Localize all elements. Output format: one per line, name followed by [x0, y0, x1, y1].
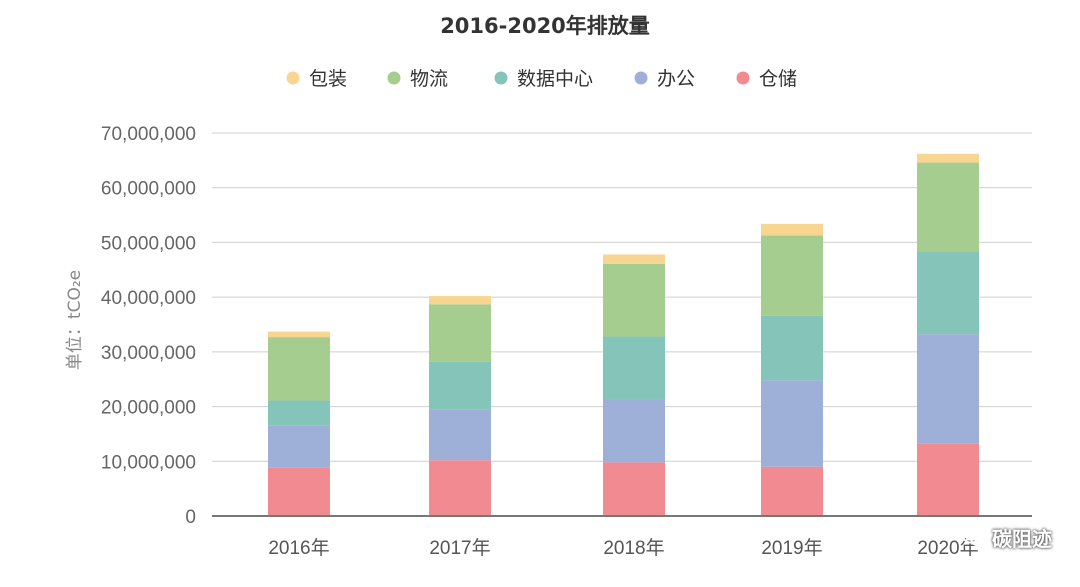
chart-title: 2016-2020年排放量 [440, 14, 650, 38]
bar-segment [917, 251, 979, 335]
legend-marker [286, 71, 300, 85]
x-tick-label: 2016年 [268, 537, 329, 559]
y-axis-title: 单位：tCO₂e [65, 270, 85, 370]
y-tick-label: 0 [185, 507, 196, 528]
bar-segment [917, 153, 979, 163]
bars [268, 153, 979, 516]
bar-segment [268, 467, 330, 516]
bar-segment [429, 296, 491, 305]
bar-segment [268, 331, 330, 338]
y-tick-label: 30,000,000 [101, 343, 196, 364]
chart-legend: 包装 物流 数据中心 办公 仓储 [286, 68, 797, 90]
bar-segment [429, 304, 491, 362]
bar-segment [917, 443, 979, 516]
y-tick-label: 40,000,000 [101, 288, 196, 309]
legend-marker [387, 71, 401, 85]
bar-segment [268, 425, 330, 468]
legend-marker [634, 71, 648, 85]
legend-label: 仓储 [759, 68, 797, 90]
bar-segment [603, 263, 665, 337]
bar-segment [761, 466, 823, 516]
x-tick-label: 2018年 [603, 537, 664, 559]
bar-segment [603, 254, 665, 264]
bar-segment [761, 380, 823, 467]
y-tick-label: 70,000,000 [101, 124, 196, 145]
bar-segment [268, 337, 330, 401]
y-tick-label: 10,000,000 [101, 452, 196, 473]
watermark-text: 碳阻迹 [992, 527, 1052, 551]
legend-label: 办公 [657, 68, 695, 90]
legend-label: 包装 [309, 68, 347, 90]
watermark: 碳阻迹 [962, 523, 1052, 552]
bar-segment [429, 460, 491, 516]
y-tick-label: 20,000,000 [101, 398, 196, 419]
bar-segment [917, 162, 979, 252]
legend-label: 数据中心 [517, 68, 593, 90]
x-tick-label: 2017年 [429, 537, 490, 559]
legend-label: 物流 [410, 68, 448, 90]
bar-segment [603, 336, 665, 400]
x-tick-label: 2019年 [761, 537, 822, 559]
bar-segment [761, 223, 823, 236]
legend-marker [494, 71, 508, 85]
legend-marker [736, 71, 750, 85]
y-axis-ticks: 0 10,000,000 20,000,000 30,000,000 40,000,00… [101, 124, 196, 528]
bar-segment [429, 409, 491, 461]
bar-segment [268, 400, 330, 426]
wechat-icon [962, 528, 986, 546]
x-axis-labels: 2016年 2017年 2018年 2019年 2020年 [268, 537, 978, 559]
bar-segment [917, 334, 979, 444]
bar-segment [429, 361, 491, 410]
y-tick-label: 60,000,000 [101, 179, 196, 200]
bar-segment [603, 462, 665, 516]
y-tick-label: 50,000,000 [101, 233, 196, 254]
x-tick-label: 2020年 [917, 537, 978, 559]
bar-segment [603, 399, 665, 463]
bar-segment [761, 235, 823, 316]
bar-segment [761, 315, 823, 381]
